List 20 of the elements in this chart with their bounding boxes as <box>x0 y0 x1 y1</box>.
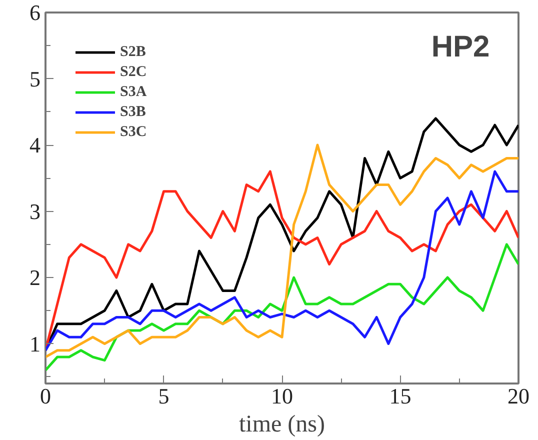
legend-label: S3A <box>120 83 147 101</box>
legend-label: S2C <box>120 63 147 81</box>
x-tick-label: 0 <box>40 384 51 408</box>
y-tick-label: 1 <box>30 331 40 356</box>
x-tick-label: 10 <box>271 384 293 408</box>
y-tick-label: 4 <box>30 132 40 158</box>
y-tick-label: 5 <box>30 66 40 92</box>
legend-label: S3B <box>120 103 146 121</box>
legend-label: S3C <box>120 123 147 141</box>
annotation: HP2 <box>431 30 490 64</box>
legend-label: S2B <box>120 43 146 61</box>
line-series <box>46 170 518 352</box>
y-tick-label: 6 <box>30 0 40 25</box>
x-tick-label: 15 <box>389 384 412 408</box>
line-series <box>46 243 518 372</box>
x-tick-label: 20 <box>508 384 530 408</box>
x-axis-title: time (ns) <box>239 412 325 438</box>
y-tick-label: 3 <box>30 198 40 224</box>
x-tick-label: 5 <box>158 384 170 408</box>
y-tick-label: 2 <box>30 265 40 290</box>
